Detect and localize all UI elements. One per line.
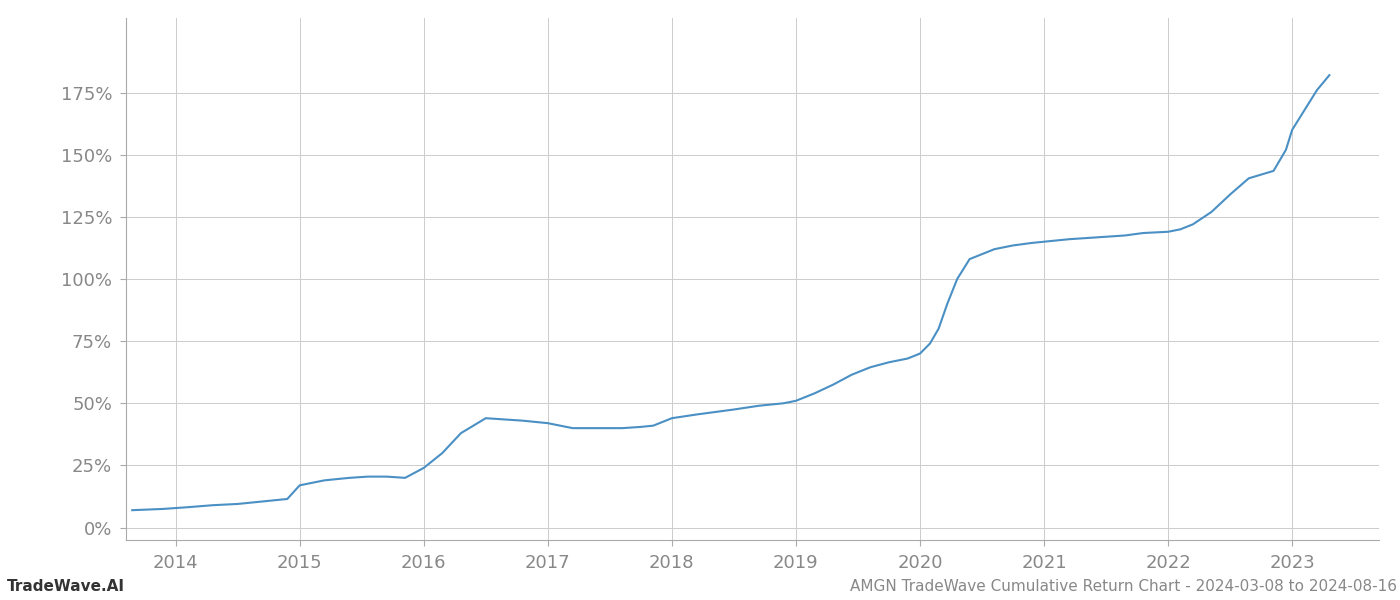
Text: TradeWave.AI: TradeWave.AI: [7, 579, 125, 594]
Text: AMGN TradeWave Cumulative Return Chart - 2024-03-08 to 2024-08-16: AMGN TradeWave Cumulative Return Chart -…: [850, 579, 1397, 594]
